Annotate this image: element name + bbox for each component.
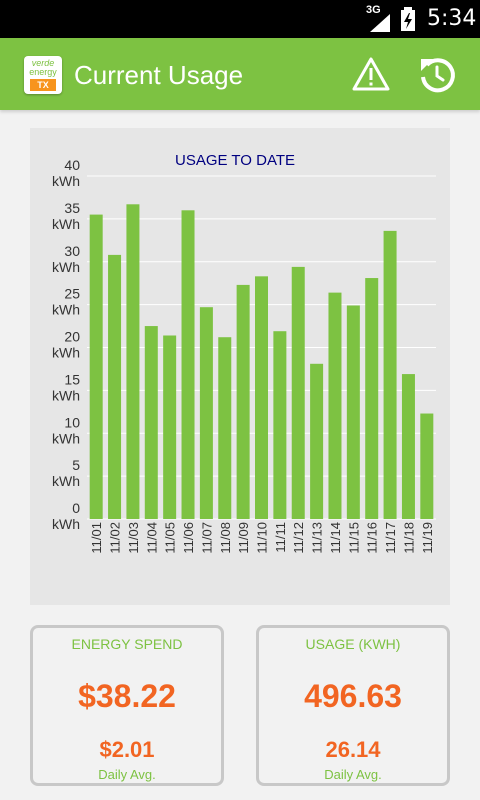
bar-11-09: [236, 284, 250, 519]
bar-11-14: [328, 292, 342, 519]
x-tick-label: 11/01: [89, 522, 104, 554]
x-tick-label: 11/06: [181, 522, 196, 554]
bar-11-05: [163, 335, 177, 519]
energy-spend-total: $38.22: [78, 678, 176, 714]
usage-daily-label: Daily Avg.: [324, 767, 382, 782]
x-tick-label: 11/17: [383, 522, 398, 554]
y-tick-label: 5: [72, 457, 80, 473]
x-tick-label: 11/08: [218, 522, 233, 554]
bar-11-18: [401, 374, 415, 519]
signal-icon: [370, 14, 390, 32]
x-tick-label: 11/03: [126, 522, 141, 554]
logo-line-3: TX: [30, 79, 56, 91]
bar-11-10: [255, 276, 268, 519]
x-tick-label: 11/13: [310, 522, 325, 554]
x-tick-label: 11/15: [346, 522, 361, 554]
x-tick-label: 11/02: [108, 522, 123, 554]
bar-11-01: [89, 214, 103, 519]
usage-chart-card: USAGE TO DATE 0 kWh 5 kWh 10 kWh 15 kWh 20 kWh 25 k…: [30, 128, 450, 605]
bar-11-08: [218, 337, 232, 519]
logo-line-2: energy: [29, 67, 57, 77]
usage-panel: USAGE (KWH) 496.63 26.14 Daily Avg.: [256, 625, 450, 786]
y-tick-unit: kWh: [52, 173, 80, 189]
refresh-icon[interactable]: [417, 55, 457, 95]
usage-total: 496.63: [304, 678, 402, 714]
y-tick-label: 30: [64, 243, 80, 259]
y-tick-label: 20: [64, 329, 80, 345]
logo-line-1: verde: [31, 58, 55, 68]
status-bar: 3G 5:34: [0, 0, 480, 38]
x-tick-label: 11/09: [236, 522, 251, 554]
network-type: 3G: [366, 4, 381, 16]
bar-11-16: [365, 278, 379, 519]
clock: 5:34: [427, 6, 477, 31]
y-tick-unit: kWh: [52, 302, 80, 318]
y-tick-unit: kWh: [52, 216, 80, 232]
bar-11-04: [144, 326, 158, 519]
bar-11-03: [126, 204, 140, 520]
bar-11-17: [383, 230, 397, 519]
y-tick-unit: kWh: [52, 473, 80, 489]
y-tick-label: 25: [64, 286, 80, 302]
x-tick-label: 11/05: [163, 522, 178, 554]
x-tick-label: 11/04: [144, 522, 159, 554]
bar-11-15: [346, 305, 360, 519]
bar-11-19: [420, 413, 434, 519]
y-tick-unit: kWh: [52, 259, 80, 275]
x-tick-label: 11/12: [291, 522, 306, 554]
energy-spend-daily-label: Daily Avg.: [98, 767, 156, 782]
app-logo[interactable]: verde energy TX: [24, 56, 62, 94]
y-tick-label: 10: [64, 414, 80, 430]
x-tick-label: 11/11: [273, 522, 288, 553]
x-tick-label: 11/18: [401, 522, 416, 554]
x-tick-label: 11/07: [199, 522, 214, 554]
x-tick-label: 11/16: [365, 522, 380, 554]
y-tick-unit: kWh: [52, 387, 80, 403]
energy-spend-daily: $2.01: [99, 737, 155, 762]
bar-11-06: [181, 210, 195, 520]
y-tick-label: 15: [64, 371, 80, 387]
bar-11-12: [291, 266, 305, 519]
battery-icon: [401, 7, 415, 31]
usage-daily: 26.14: [325, 737, 381, 762]
usage-label: USAGE (KWH): [305, 636, 401, 652]
usage-bar-chart: USAGE TO DATE 0kWh5kWh10kWh15kWh20kWh25k…: [52, 152, 436, 554]
energy-spend-panel: ENERGY SPEND $38.22 $2.01 Daily Avg.: [30, 625, 224, 786]
app-bar: verde energy TX Current Usage: [0, 38, 480, 110]
y-tick-label: 35: [64, 200, 80, 216]
x-tick-label: 11/10: [255, 522, 270, 554]
y-tick-label: 0: [72, 500, 80, 516]
y-tick-unit: kWh: [52, 516, 80, 532]
y-tick-label: 40: [64, 157, 80, 173]
x-tick-label: 11/14: [328, 522, 343, 554]
page-title: Current Usage: [74, 60, 244, 90]
bar-11-13: [310, 363, 324, 519]
bar-11-11: [273, 331, 287, 519]
y-tick-unit: kWh: [52, 430, 80, 446]
x-tick-label: 11/19: [420, 522, 435, 554]
y-tick-unit: kWh: [52, 345, 80, 361]
chart-title: USAGE TO DATE: [175, 152, 295, 169]
bar-11-07: [199, 307, 213, 519]
bar-11-02: [108, 254, 122, 519]
warning-triangle-icon[interactable]: [352, 56, 390, 92]
energy-spend-label: ENERGY SPEND: [71, 636, 183, 652]
